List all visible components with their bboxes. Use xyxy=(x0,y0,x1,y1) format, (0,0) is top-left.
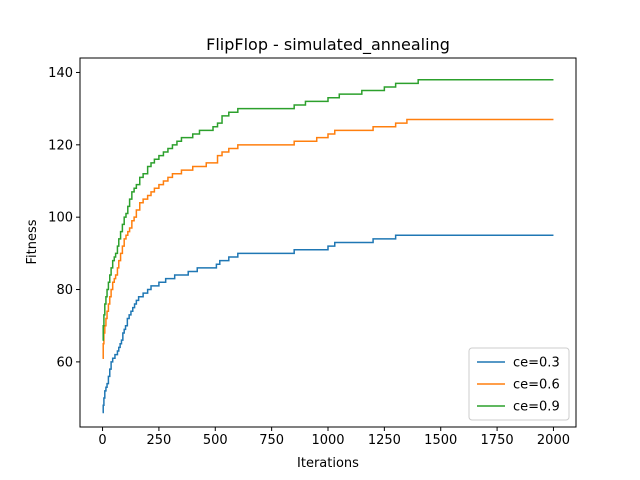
y-axis: 60 80 100 120 140 xyxy=(48,66,80,370)
legend-box xyxy=(468,347,570,421)
series-lines xyxy=(102,78,554,414)
x-tick-label: 250 xyxy=(146,433,171,448)
legend-label: ce=0.6 xyxy=(513,378,560,393)
series-line-0 xyxy=(102,234,554,414)
y-tick-label: 120 xyxy=(48,138,73,153)
y-tick-label: 60 xyxy=(56,355,73,370)
series-line-1 xyxy=(102,118,554,360)
x-axis: 0 250 500 750 1000 1250 1500 1750 2000 xyxy=(98,427,570,448)
x-tick-label: 750 xyxy=(259,433,284,448)
legend-label: ce=0.9 xyxy=(513,400,560,415)
x-axis-label: Iterations xyxy=(297,456,359,471)
x-tick-label: 1750 xyxy=(481,433,514,448)
x-tick-label: 1500 xyxy=(424,433,457,448)
x-tick-label: 500 xyxy=(203,433,228,448)
y-axis-label: Fitness xyxy=(25,219,40,264)
x-tick-label: 2000 xyxy=(537,433,570,448)
y-tick-label: 100 xyxy=(48,211,73,226)
y-tick-label: 80 xyxy=(56,283,73,298)
series-line-2 xyxy=(102,78,554,341)
y-tick-label: 140 xyxy=(48,66,73,81)
x-tick-label: 1250 xyxy=(368,433,401,448)
legend: ce=0.3 ce=0.6 ce=0.9 xyxy=(468,347,570,421)
x-tick-label: 0 xyxy=(98,433,106,448)
legend-label: ce=0.3 xyxy=(513,356,560,371)
x-tick-label: 1000 xyxy=(311,433,344,448)
chart-title: FlipFlop - simulated_annealing xyxy=(206,35,450,55)
